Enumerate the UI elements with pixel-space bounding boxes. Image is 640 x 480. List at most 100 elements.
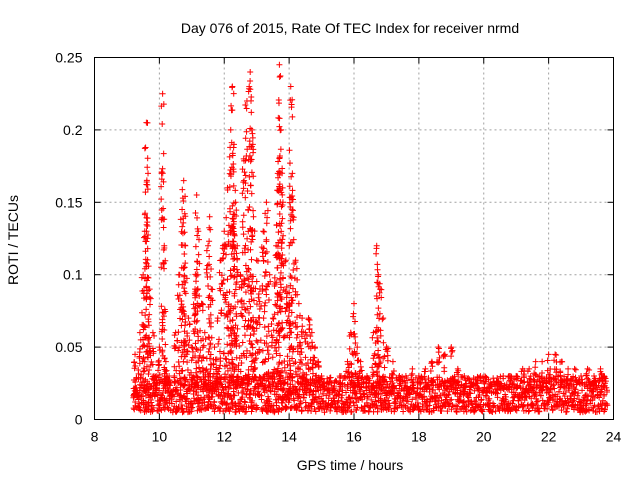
data-point — [232, 380, 239, 387]
data-point — [242, 157, 249, 164]
data-point — [140, 368, 147, 375]
data-point — [358, 404, 365, 411]
data-point — [240, 185, 247, 192]
data-point — [135, 366, 142, 373]
data-point — [380, 339, 387, 346]
data-point — [272, 301, 279, 308]
chart-title: Day 076 of 2015, Rate Of TEC Index for r… — [181, 20, 519, 36]
data-point — [441, 368, 448, 375]
data-point — [192, 271, 199, 278]
data-point — [182, 319, 189, 326]
data-point — [278, 255, 285, 262]
data-point — [314, 359, 321, 366]
data-point — [182, 260, 189, 267]
data-point — [276, 152, 283, 159]
data-point — [445, 391, 452, 398]
x-tick-label: 8 — [91, 429, 99, 445]
data-point — [179, 307, 186, 314]
data-point — [250, 213, 257, 220]
data-point — [145, 274, 152, 281]
data-point — [144, 256, 151, 263]
data-point — [246, 373, 253, 380]
data-point — [299, 323, 306, 330]
data-point — [202, 380, 209, 387]
data-point — [486, 395, 493, 402]
data-point — [280, 232, 287, 239]
data-point — [196, 364, 203, 371]
data-point — [181, 381, 188, 388]
data-point — [294, 291, 301, 298]
data-point — [155, 357, 162, 364]
data-point — [377, 359, 384, 366]
data-point — [189, 404, 196, 411]
data-point — [287, 203, 294, 210]
data-point — [310, 357, 317, 364]
data-point — [298, 333, 305, 340]
data-point — [225, 303, 232, 310]
data-point — [297, 356, 304, 363]
data-point — [278, 203, 285, 210]
data-point — [234, 325, 241, 332]
data-point — [250, 173, 257, 180]
data-point — [280, 374, 287, 381]
data-point — [262, 210, 269, 217]
data-point — [138, 371, 145, 378]
data-point — [230, 223, 237, 230]
data-point — [141, 265, 148, 272]
data-point — [161, 265, 168, 272]
data-point — [584, 365, 591, 372]
data-point — [583, 372, 590, 379]
data-point — [249, 344, 256, 351]
data-point — [248, 109, 255, 116]
data-point — [524, 368, 531, 375]
data-point — [248, 256, 255, 263]
data-point — [348, 361, 355, 368]
data-point — [253, 257, 260, 264]
data-point — [293, 387, 300, 394]
data-point — [401, 402, 408, 409]
data-point — [277, 72, 284, 79]
data-point — [191, 330, 198, 337]
data-point — [377, 332, 384, 339]
data-point — [378, 294, 385, 301]
data-point — [319, 390, 326, 397]
data-point — [193, 192, 200, 199]
data-point — [262, 269, 269, 276]
data-point — [273, 348, 280, 355]
data-point — [273, 279, 280, 286]
data-point — [357, 363, 364, 370]
data-point — [275, 96, 282, 103]
data-point — [146, 311, 153, 318]
data-point — [318, 373, 325, 380]
data-point — [181, 382, 188, 389]
data-point — [339, 387, 346, 394]
data-point — [251, 228, 258, 235]
data-point — [271, 274, 278, 281]
data-point — [199, 301, 206, 308]
data-point — [146, 366, 153, 373]
data-point — [594, 384, 601, 391]
data-point — [149, 329, 156, 336]
data-point — [276, 61, 283, 68]
data-point — [293, 334, 300, 341]
data-point — [205, 242, 212, 249]
data-point — [286, 242, 293, 249]
data-point — [181, 251, 188, 258]
data-point — [198, 357, 205, 364]
data-point — [145, 370, 152, 377]
data-point — [277, 223, 284, 230]
data-point — [242, 194, 249, 201]
data-point — [358, 367, 365, 374]
data-point — [299, 386, 306, 393]
data-point — [250, 273, 257, 280]
data-point — [249, 324, 256, 331]
data-point — [453, 385, 460, 392]
data-point — [182, 377, 189, 384]
data-point — [261, 324, 268, 331]
data-point — [260, 257, 267, 264]
data-point — [357, 387, 364, 394]
data-point — [603, 388, 610, 395]
data-point — [429, 377, 436, 384]
data-point — [375, 362, 382, 369]
data-point — [544, 367, 551, 374]
